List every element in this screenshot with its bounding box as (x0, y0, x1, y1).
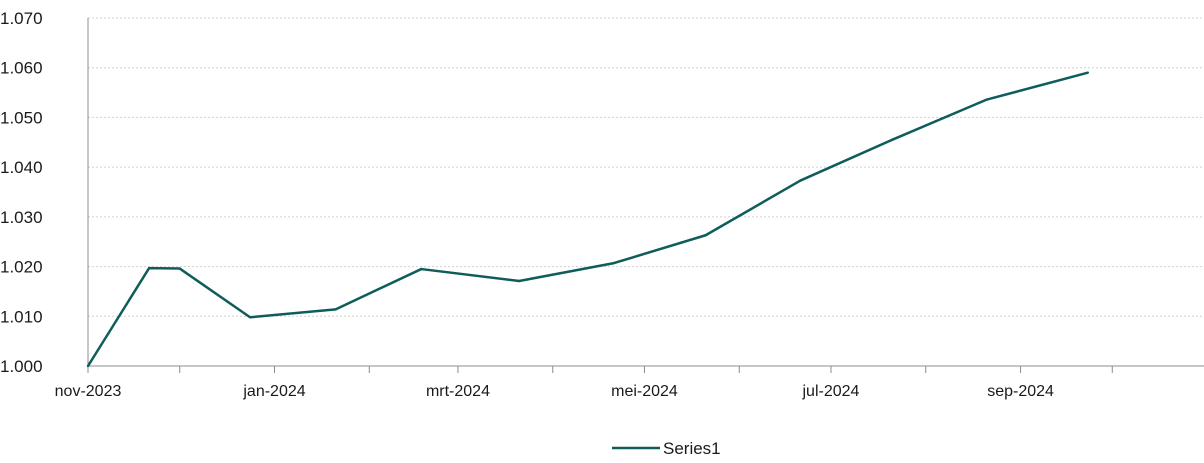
data-point (248, 316, 252, 319)
y-tick-label: 1.070 (0, 9, 43, 28)
x-tick-label: jan-2024 (242, 383, 305, 400)
x-tick-label: mei-2024 (611, 383, 678, 400)
gridlines (88, 17, 1204, 317)
y-tick-label: 1.030 (0, 208, 43, 227)
x-tick-label: sep-2024 (987, 383, 1054, 400)
data-point (612, 261, 616, 265)
y-tick-label: 1.020 (0, 258, 43, 277)
y-axis: 1.000 1.010 1.020 1.030 1.040 1.050 1.060 1.070 (0, 9, 89, 376)
series-line-series1 (86, 71, 1089, 367)
data-point (86, 364, 90, 368)
data-point (147, 266, 151, 270)
x-axis: nov-2023 jan-2024 mrt-2024 mei-2024 jul-2024… (55, 365, 1204, 400)
x-tick-label: jul-2024 (802, 383, 860, 400)
x-tick-label: mrt-2024 (426, 383, 490, 400)
data-point (985, 98, 989, 101)
data-point (890, 138, 894, 141)
y-tick-label: 1.010 (0, 307, 43, 326)
data-point (799, 179, 802, 182)
legend: Series1 (612, 439, 721, 458)
series-layer (86, 71, 1090, 368)
x-tick-label: nov-2023 (55, 383, 122, 400)
y-tick-label: 1.060 (0, 59, 43, 78)
data-point (420, 267, 423, 271)
data-point (334, 308, 337, 311)
data-point (704, 234, 707, 237)
y-tick-label: 1.000 (0, 357, 43, 376)
legend-label-series1: Series1 (663, 439, 721, 458)
data-point (178, 267, 181, 270)
data-point (1086, 71, 1090, 74)
y-tick-label: 1.050 (0, 108, 43, 127)
data-point (517, 279, 521, 283)
y-tick-label: 1.040 (0, 158, 43, 177)
